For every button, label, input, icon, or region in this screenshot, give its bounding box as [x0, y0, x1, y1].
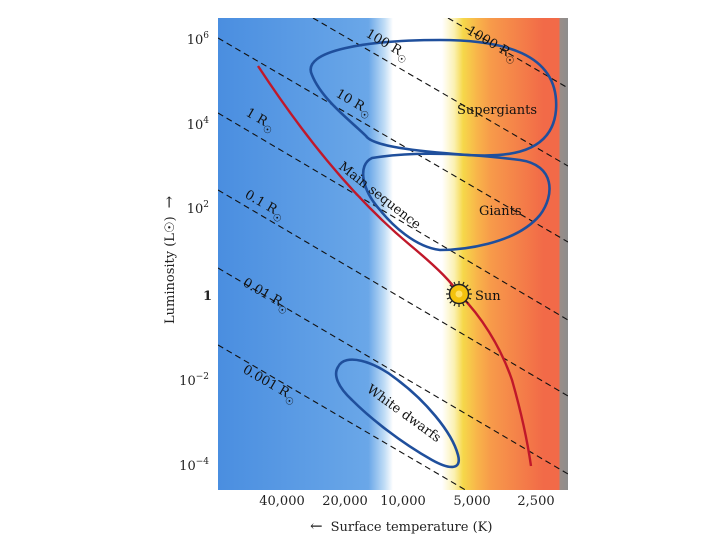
- x-tick-label: 40,000: [259, 494, 305, 509]
- region-outlines: [309, 38, 558, 469]
- white-dwarfs-outline: [334, 358, 461, 469]
- y-tick-label: 1: [203, 289, 212, 304]
- x-axis-title: ← Surface temperature (K): [310, 517, 492, 535]
- giants-outline: [361, 152, 551, 252]
- radius-line-0-01: [218, 267, 568, 475]
- radius-line-0-001: [218, 344, 467, 490]
- supergiants-label: Supergiants: [457, 103, 537, 118]
- radius-line-100: [312, 18, 568, 167]
- y-tick-label: 106: [187, 31, 210, 48]
- sun-marker: [446, 281, 472, 307]
- y-axis-title: Luminosity (L☉)→: [160, 195, 178, 324]
- temperature-color-band: [218, 18, 568, 490]
- y-tick-label: 102: [187, 200, 209, 217]
- sun-label: Sun: [475, 289, 501, 304]
- x-tick-label: 20,000: [322, 494, 368, 509]
- y-tick-label: 104: [187, 116, 210, 133]
- supergiants-outline: [309, 38, 558, 157]
- y-tick-label: 10−4: [179, 457, 209, 474]
- y-tick-label: 10−2: [179, 372, 209, 389]
- radius-line-1: [218, 112, 568, 321]
- x-tick-label: 10,000: [380, 494, 426, 509]
- x-tick-label: 5,000: [453, 494, 490, 509]
- radius-line-10: [218, 37, 568, 243]
- x-axis-ticks: 40,000 20,000 10,000 5,000 2,500: [259, 494, 554, 509]
- y-axis-ticks: 106 104 102 1 10−2 10−4: [179, 31, 212, 474]
- radius-line-0-1: [218, 189, 568, 397]
- x-tick-label: 2,500: [517, 494, 554, 509]
- giants-label: Giants: [479, 204, 522, 219]
